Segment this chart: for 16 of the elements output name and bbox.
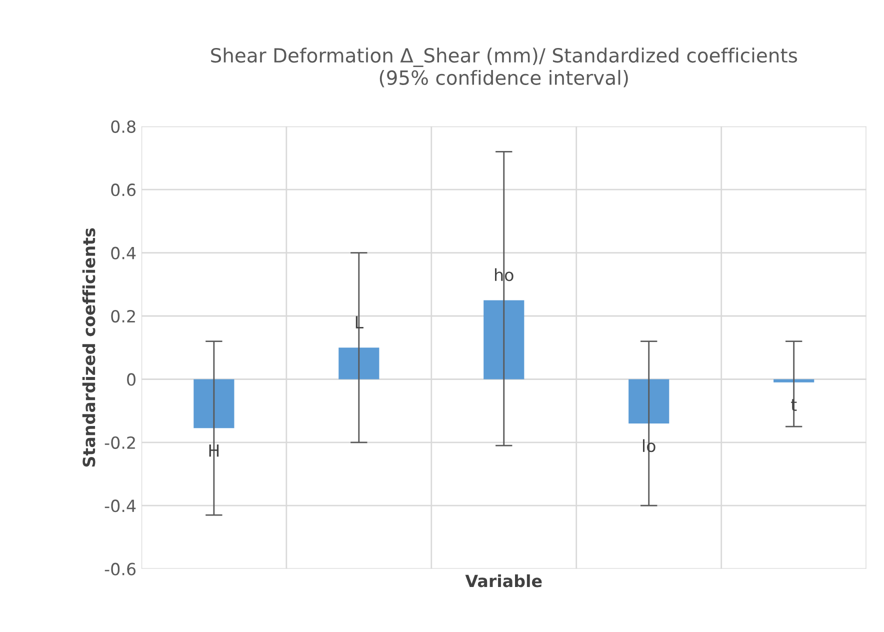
y-tick-label: 0.6 [111,184,136,196]
chart-title: Shear Deformation Δ_Shear (mm)/ Standardized coefficients (95% confidence interval) [211,48,798,88]
y-tick-label: 0.2 [111,310,135,323]
y-tick-label: 0.8 [111,120,136,133]
y-axis-title: Standardized coefficients [82,228,96,467]
bar [628,379,670,424]
y-tick-label: 0 [127,373,136,386]
x-axis-title: Variable [465,574,542,588]
y-tick-label: -0.4 [104,500,136,512]
bar [484,300,524,380]
bar [338,348,380,380]
y-tick-label: -0.2 [104,436,135,449]
bar [774,379,814,382]
y-tick-label: -0.6 [104,562,136,576]
bar [194,379,234,428]
y-tick-label: 0.4 [111,246,136,260]
